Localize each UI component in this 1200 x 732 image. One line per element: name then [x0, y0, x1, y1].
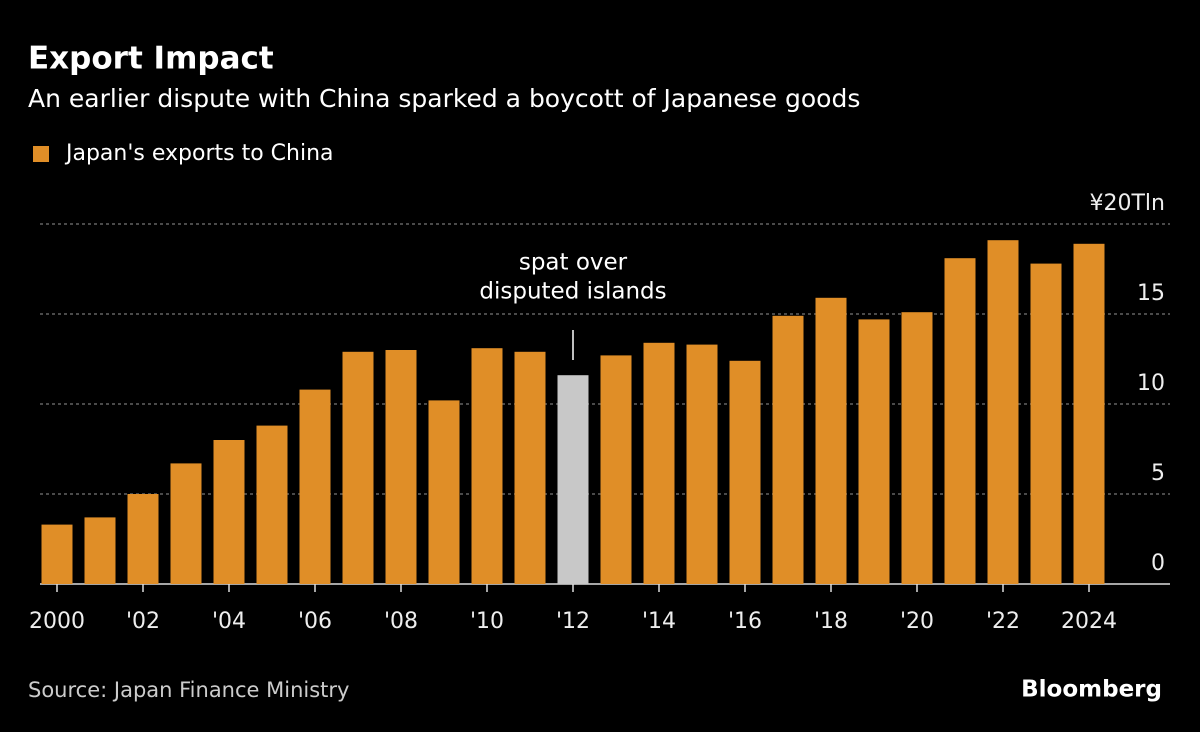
x-tick-label: '16 [728, 609, 762, 634]
x-tick-label: '14 [642, 609, 676, 634]
x-tick-label: 2024 [1061, 609, 1117, 634]
bar [858, 319, 890, 584]
x-tick-label: '12 [556, 609, 590, 634]
legend-label: Japan's exports to China [64, 141, 334, 166]
bar [1030, 263, 1062, 584]
x-tick-label: '10 [470, 609, 504, 634]
bar [643, 342, 675, 584]
bar [815, 297, 847, 584]
x-tick-label: '08 [384, 609, 418, 634]
bar [471, 348, 503, 584]
bar [170, 463, 202, 584]
bar [213, 440, 245, 584]
bar [729, 360, 761, 584]
bar [987, 240, 1019, 584]
bar [385, 350, 417, 584]
bar [256, 425, 288, 584]
bar [686, 344, 718, 584]
source: Source: Japan Finance Ministry [28, 678, 349, 702]
bar [772, 315, 804, 584]
bar [901, 312, 933, 584]
x-tick-label: '04 [212, 609, 246, 634]
bar [514, 351, 546, 584]
y-tick-label: 15 [1137, 281, 1165, 306]
y-tick-label: ¥20Tln [1090, 191, 1166, 216]
x-tick-label: '02 [126, 609, 160, 634]
brand: Bloomberg [1021, 677, 1162, 703]
y-tick-label: 5 [1151, 461, 1165, 486]
bar [41, 524, 73, 584]
annotation: disputed islands [479, 279, 666, 305]
chart-subtitle: An earlier dispute with China sparked a … [28, 84, 860, 113]
x-tick-label: '06 [298, 609, 332, 634]
annotation: spat over [519, 250, 628, 276]
bar [127, 494, 159, 584]
bar [428, 400, 460, 584]
bar [342, 351, 374, 584]
x-tick-label: 2000 [29, 609, 85, 634]
chart-title: Export Impact [28, 41, 274, 77]
x-tick-label: '18 [814, 609, 848, 634]
bar [299, 389, 331, 584]
y-tick-label: 0 [1151, 551, 1165, 576]
legend-swatch [33, 146, 49, 162]
bar [944, 258, 976, 584]
bar [557, 375, 589, 584]
x-tick-label: '22 [986, 609, 1020, 634]
y-tick-label: 10 [1137, 371, 1165, 396]
bar [1073, 243, 1105, 585]
bar [84, 517, 116, 584]
x-tick-label: '20 [900, 609, 934, 634]
bar [600, 355, 632, 584]
